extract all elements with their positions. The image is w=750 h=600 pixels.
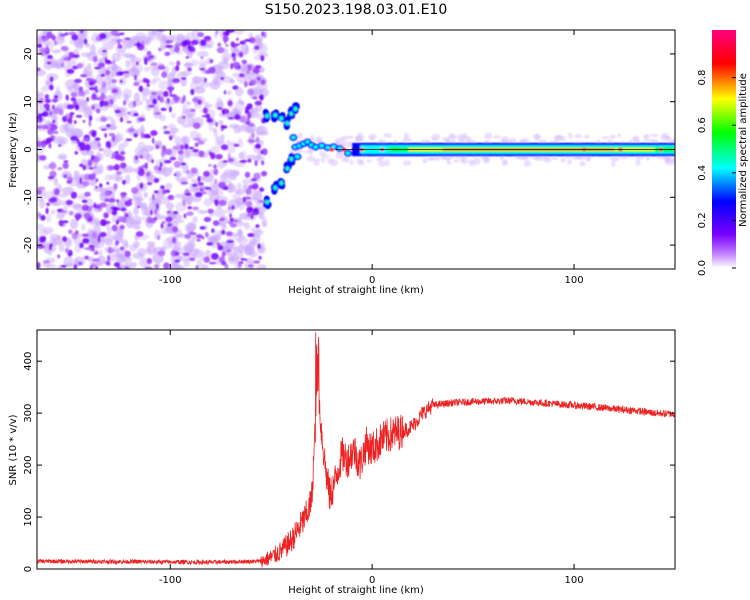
colorbar-tick-label-0: 0.0 [697,260,708,276]
snr-x-tick-label-1: 0 [369,575,375,586]
spectrogram-x-tick-label-1: 0 [369,275,375,286]
figure-title: S150.2023.198.03.01.E10 [265,2,448,18]
snr-frame [36,329,676,570]
colorbar-label: Normalized spectral amplitude [738,73,749,227]
colorbar-tick-label-4: 0.8 [697,70,708,86]
colorbar-tick-label-1: 0.2 [697,212,708,228]
spectrogram-x-tick-label-0: -100 [159,275,182,286]
spectrogram-y-tick-label-1: -10 [23,189,34,205]
spectrogram-y-label: Frequency (Hz) [8,112,19,188]
snr-y-ticks: 0 100 200 300 400 [23,352,675,572]
colorbar-tick-label-2: 0.4 [697,165,708,181]
snr-x-tick-label-0: -100 [159,575,182,586]
snr-y-tick-label-0: 0 [23,566,34,572]
spectrogram-x-tick-label-2: 100 [565,275,584,286]
snr-y-tick-label-2: 200 [23,456,34,475]
snr-y-tick-label-4: 400 [23,352,34,371]
snr-y-tick-label-3: 300 [23,404,34,423]
spectrogram-x-label: Height of straight line (km) [288,285,424,296]
colorbar-tick-label-3: 0.6 [697,117,708,133]
snr-x-ticks: -100 0 100 [159,330,584,586]
spectrogram-y-tick-label-3: 10 [23,95,34,108]
spectrogram-y-tick-label-4: 20 [23,48,34,61]
spectrogram-y-tick-label-0: -20 [23,237,34,253]
spectrogram-y-tick-label-2: 0 [23,146,34,152]
snr-series-line [37,332,675,568]
snr-x-label: Height of straight line (km) [288,585,424,596]
spectrogram-heatmap [37,30,675,269]
spectrogram-x-ticks: -100 0 100 [159,30,584,286]
colorbar-ticks: 0.0 0.2 0.4 0.6 0.8 [697,70,736,276]
snr-x-tick-label-2: 100 [565,575,584,586]
snr-y-tick-label-1: 100 [23,507,34,526]
snr-panel: -100 0 100 0 100 200 300 400 Height of straigh… [8,329,676,596]
colorbar: 0.0 0.2 0.4 0.6 0.8 Normalized spectral ampl… [697,30,749,276]
spectrogram-y-ticks: -20 -10 0 10 20 [23,48,675,253]
colorbar-scale [712,30,736,268]
snr-y-label: SNR (10 * v/v) [8,414,19,485]
